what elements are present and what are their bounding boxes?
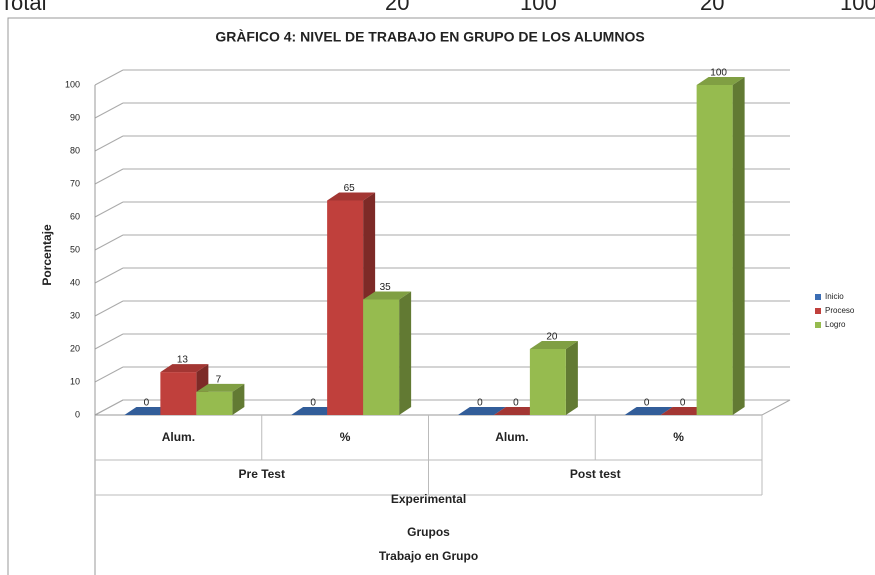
header-cell: 20 [385,0,409,15]
y-tick-label: 60 [70,211,80,221]
data-label: 20 [546,332,558,343]
data-label: 13 [177,355,189,366]
grid-line [94,69,124,86]
grid-line [94,102,124,119]
grid-line [94,399,124,416]
data-label: 0 [513,398,519,409]
bar-top [160,364,209,373]
data-label: 65 [344,183,356,194]
data-label: 35 [380,282,392,293]
data-label: 7 [216,375,222,386]
y-tick-label: 30 [70,310,80,320]
header-cell: 100 [520,0,557,15]
bar-top [196,383,245,392]
bar-top [457,407,506,415]
header-cell: Total [0,0,46,15]
y-tick-label: 70 [70,178,80,188]
data-label: 100 [710,68,727,79]
bar [363,299,400,415]
y-tick-label: 50 [70,244,80,254]
x-axis-label: Grupos [407,525,450,539]
grid-line [94,333,124,350]
legend-swatch [815,308,821,314]
bar-side [232,383,245,415]
bar-top [529,341,578,349]
y-tick-label: 40 [70,277,80,287]
y-axis-label: Porcentaje [40,224,54,286]
legend-label: Inicio [825,292,844,301]
y-tick-label: 100 [65,79,80,89]
grid-line [94,234,124,251]
y-tick-label: 0 [75,409,80,419]
bar [529,349,566,415]
x-tick-label: % [673,430,684,444]
group-label: Post test [570,467,621,481]
data-label: 0 [310,398,316,409]
group-label: Experimental [391,492,466,506]
bar-side [399,291,412,415]
legend-label: Proceso [825,306,855,315]
bar [196,391,233,415]
data-label: 0 [680,398,686,409]
x-tick-label: Alum. [495,430,528,444]
bar [696,85,733,415]
data-label: 0 [144,398,150,409]
legend-swatch [815,294,821,300]
bar [160,372,197,415]
bar-side [565,341,578,415]
x-axis-label: Trabajo en Grupo [379,549,478,563]
bar [327,200,364,415]
chart-title: GRÀFICO 4: NIVEL DE TRABAJO EN GRUPO DE … [215,29,644,45]
x-tick-label: Alum. [162,430,195,444]
y-tick-label: 80 [70,145,80,155]
bar-top [696,77,745,85]
legend-swatch [815,322,821,328]
group-label: Pre Test [239,467,285,481]
y-tick-label: 20 [70,343,80,353]
grid-line [94,201,124,218]
data-label: 0 [644,398,650,409]
bar-top [363,291,412,300]
header-cell: 20 [700,0,724,15]
y-tick-label: 10 [70,376,80,386]
bar-top [624,407,673,415]
bar-top [327,192,376,201]
grid-line [94,267,124,284]
x-tick-label: % [340,430,351,444]
grid-line [94,300,124,317]
legend-label: Logro [825,320,846,329]
y-tick-label: 90 [70,112,80,122]
grid-line [94,168,124,185]
data-label: 0 [477,398,483,409]
header-cell: 100 [840,0,875,15]
bar-side [732,77,745,415]
grid-line [94,366,124,383]
grid-line [94,135,124,152]
